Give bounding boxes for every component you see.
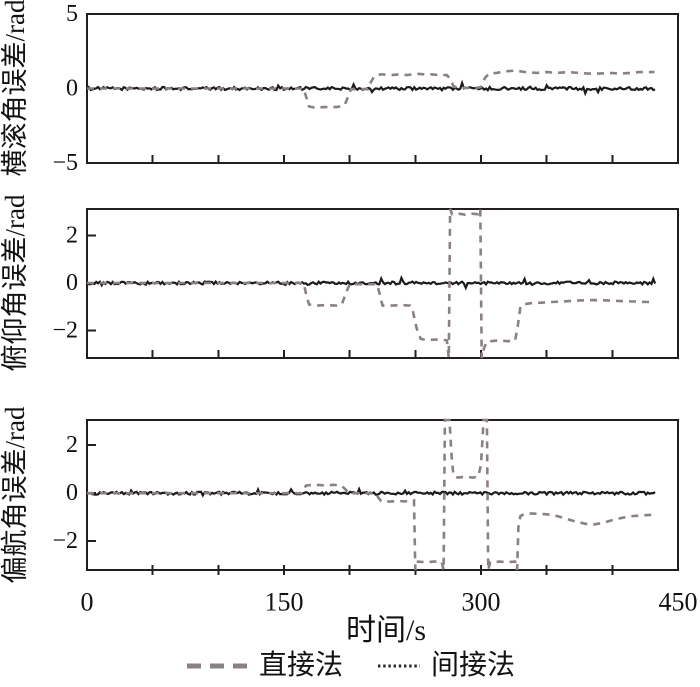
- roll-error-panel: 5 0 −5: [52, 1, 679, 176]
- legend-label-direct: 直接法: [258, 650, 343, 681]
- y-tick-label: 0: [66, 76, 78, 102]
- indirect-method-series: [86, 79, 656, 97]
- dashed-line-icon: [186, 663, 247, 669]
- x-tick-label: 150: [265, 588, 304, 617]
- x-tick-label: 450: [659, 588, 698, 617]
- x-axis-label: 时间/s: [346, 614, 426, 647]
- legend-label-indirect: 间接法: [431, 650, 516, 681]
- direct-method-series: [87, 208, 655, 359]
- roll-y-axis-label: 横滚角误差/rad: [0, 0, 30, 176]
- x-tick-labels: 0 150 300 450: [81, 588, 698, 617]
- x-tick-label: 0: [81, 588, 94, 617]
- legend-item-direct: 直接法: [185, 652, 343, 680]
- direct-method-series: [87, 69, 655, 110]
- legend: 直接法 间接法: [0, 646, 700, 686]
- y-tick-label: 0: [66, 270, 78, 296]
- dotted-line-icon: [378, 664, 420, 668]
- y-tick-label: −5: [52, 150, 78, 176]
- y-tick-label: 0: [66, 480, 78, 506]
- y-tick-label: 5: [66, 1, 78, 27]
- indirect-method-series: [86, 274, 657, 291]
- yaw-y-axis-label: 偏航角误差/rad: [0, 406, 30, 583]
- legend-item-indirect: 间接法: [377, 652, 515, 680]
- x-tick-label: 300: [462, 588, 501, 617]
- pitch-y-axis-label: 俯仰角误差/rad: [0, 194, 30, 371]
- y-tick-label: −2: [52, 528, 78, 554]
- yaw-error-panel: 2 0 −2: [52, 418, 679, 575]
- direct-method-series: [87, 418, 652, 571]
- y-tick-label: −2: [52, 317, 78, 343]
- y-tick-label: 2: [66, 223, 78, 249]
- pitch-error-panel: 2 0 −2: [52, 208, 679, 359]
- y-tick-label: 2: [66, 432, 78, 458]
- axis-box: [86, 419, 679, 571]
